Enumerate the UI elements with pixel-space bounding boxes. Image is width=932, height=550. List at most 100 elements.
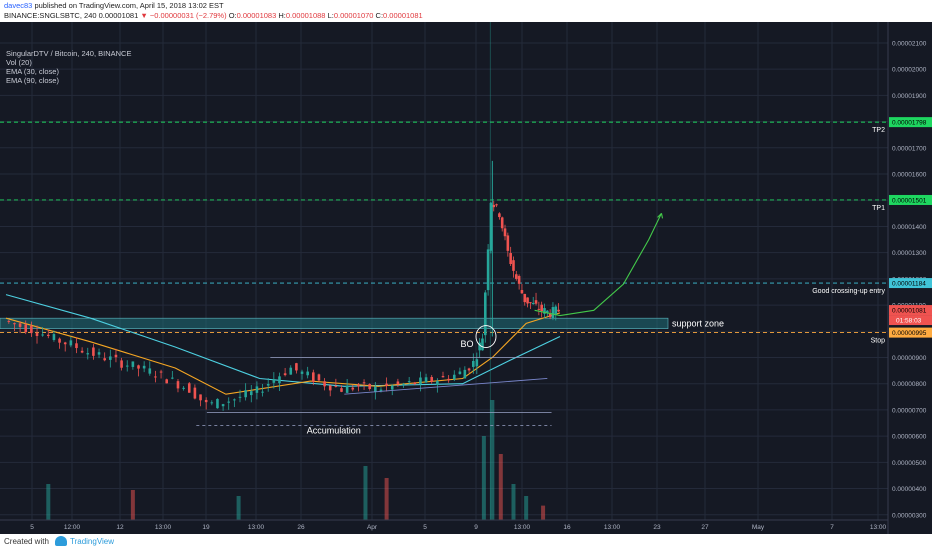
candle-body: [357, 384, 360, 387]
candle-body: [334, 385, 338, 387]
y-tick-label: 0.00000900: [892, 355, 927, 362]
candle-body: [148, 368, 152, 374]
chart-area[interactable]: support zone TP2 TP1 Good crossing-up entr…: [0, 22, 932, 534]
candle-body: [517, 275, 521, 284]
tradingview-logo-icon: [55, 536, 67, 546]
candle-body: [447, 378, 450, 381]
x-tick-label: 16: [563, 524, 571, 531]
price-label-text: 0.00001184: [892, 281, 926, 288]
chart-legend: SingularDTV / Bitcoin, 240, BINANCE Vol …: [6, 49, 131, 85]
candle-body: [154, 376, 157, 378]
candle-body: [165, 379, 169, 384]
candle-body: [289, 367, 293, 375]
candle-body: [362, 382, 366, 384]
x-tick-label: 13:00: [870, 524, 887, 531]
candle-body: [523, 293, 527, 303]
candle-body: [548, 313, 552, 318]
candle-body: [238, 396, 242, 398]
level-label: Good crossing-up entry: [812, 288, 885, 295]
candle-body: [210, 402, 214, 404]
x-tick-label: 23: [653, 524, 661, 531]
y-tick-label: 0.00000600: [892, 434, 927, 441]
candle-body: [407, 381, 411, 383]
candle-body: [182, 387, 185, 389]
level-label: TP1: [872, 205, 885, 212]
candle-body: [317, 374, 321, 381]
candle-body: [92, 347, 95, 356]
footer-brand[interactable]: TradingView: [70, 537, 115, 546]
accumulation-label: Accumulation: [307, 426, 361, 436]
down-arrow-icon: ▼: [140, 11, 148, 20]
x-tick-label: Apr: [367, 524, 378, 531]
candle-body: [498, 213, 501, 218]
x-tick-label: 9: [474, 524, 478, 531]
candle-body: [13, 323, 16, 325]
price-label-text: 0.00000995: [892, 330, 927, 337]
close-value: 0.00001081: [383, 11, 423, 20]
price-label-bg: [889, 117, 932, 128]
chart-svg[interactable]: support zone TP2 TP1 Good crossing-up entr…: [0, 22, 932, 534]
ema30-line: [5, 312, 561, 395]
chart-header: davec83 published on TradingView.com, Ap…: [0, 0, 932, 22]
ema-layer: [5, 294, 561, 395]
volume-layer: [46, 400, 546, 520]
candle-body: [492, 204, 496, 208]
x-tick-label: 12: [116, 524, 124, 531]
candle-body: [430, 377, 434, 382]
countdown-text: 01:58:03: [896, 318, 922, 325]
candle-body: [500, 217, 504, 229]
candle-body: [472, 360, 475, 367]
candle-body: [483, 292, 487, 336]
support-zone-label: support zone: [672, 318, 724, 328]
candle-body: [351, 387, 355, 390]
y-tick-label: 0.00002000: [892, 67, 927, 74]
y-tick-label: 0.00001600: [892, 172, 927, 179]
price-label-text: 0.00001081: [892, 308, 927, 315]
candle-body: [187, 383, 191, 393]
candle-body: [557, 309, 560, 312]
y-tick-label: 0.00001900: [892, 93, 927, 100]
x-tick-label: 13:00: [248, 524, 265, 531]
x-tick-label: 5: [30, 524, 34, 531]
candle-body: [125, 365, 129, 367]
price-label-bg: [889, 305, 932, 316]
ohlc-line: BINANCE:SNGLSBTC, 240 0.00001081 ▼ −0.00…: [4, 11, 423, 21]
footer-created: Created with: [4, 537, 49, 546]
candle-body: [35, 332, 39, 337]
candle-body: [495, 204, 498, 206]
low-value: 0.00001070: [333, 11, 374, 20]
x-tick-label: 5: [423, 524, 427, 531]
candle-body: [413, 382, 417, 385]
candle-body: [546, 310, 549, 313]
volume-bar: [363, 466, 368, 520]
candle-body: [396, 381, 400, 385]
candle-body: [478, 342, 481, 351]
candle-body: [120, 360, 123, 368]
candle-body: [41, 334, 44, 336]
candle-body: [69, 340, 73, 346]
candle-body: [540, 304, 543, 312]
candle-body: [103, 358, 106, 361]
candle-body: [295, 363, 298, 371]
candle-body: [436, 380, 439, 385]
y-tick-label: 0.00000800: [892, 381, 927, 388]
footer: Created with TradingView: [0, 534, 932, 550]
candle-body: [300, 371, 304, 374]
author-link[interactable]: davec83: [4, 1, 33, 10]
x-tick-label: 13:00: [514, 524, 531, 531]
candle-body: [554, 306, 558, 315]
x-axis[interactable]: 5 12:00 12 13:00 19 13:00 26 Apr 5 9 13:00 16 13:00 2…: [0, 519, 888, 531]
symbol-label: BINANCE:SNGLSBTC, 240: [4, 11, 97, 20]
volume-bar: [130, 490, 135, 520]
volume-bar: [481, 436, 486, 520]
y-axis[interactable]: 0.000021000.000020000.000019000.00001800…: [887, 22, 932, 534]
grid: [0, 22, 888, 520]
support-zone-layer: support zone: [0, 317, 724, 329]
candle-body: [402, 383, 405, 385]
rising-support-line: [344, 378, 548, 395]
candle-body: [97, 352, 101, 355]
projection-curve: [534, 213, 662, 317]
open-value: 0.00001083: [236, 11, 277, 20]
close-label: C:: [375, 11, 384, 20]
candle-body: [323, 381, 326, 387]
